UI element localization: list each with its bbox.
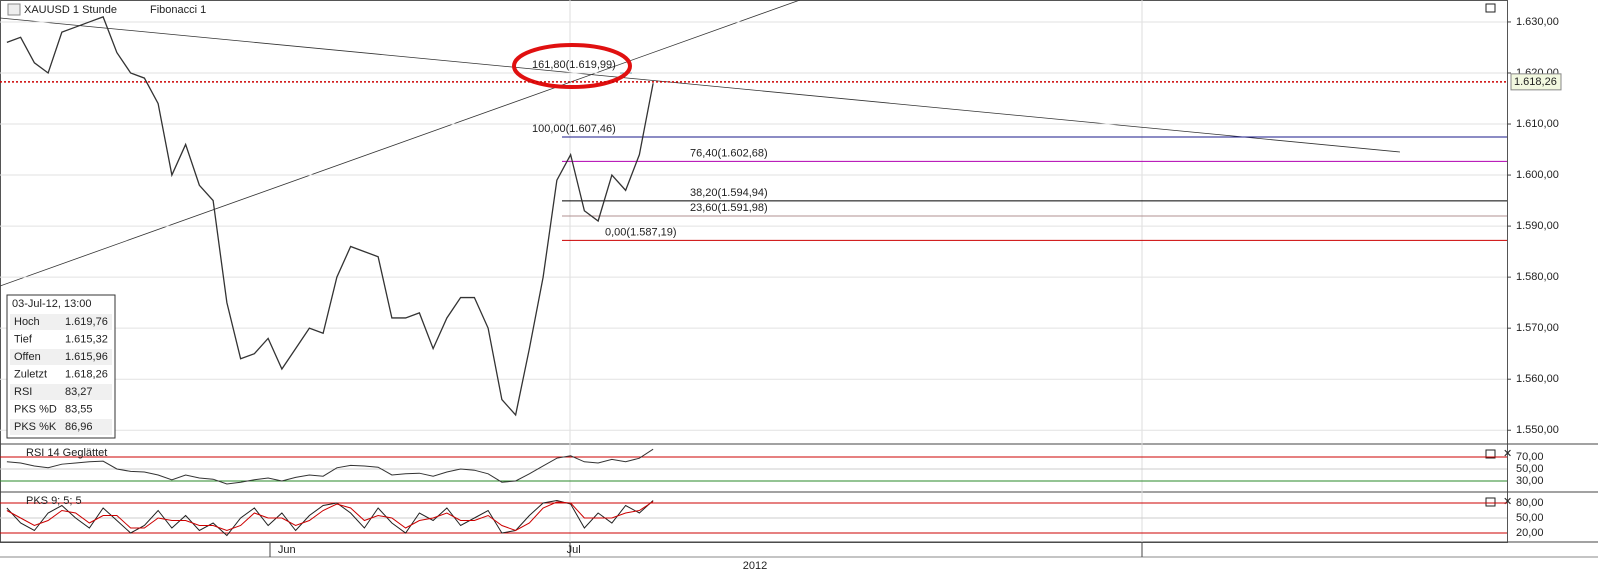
panel-tick-label: 20,00 xyxy=(1516,527,1544,539)
last-price-label: 1.618,26 xyxy=(1514,76,1557,88)
info-value: 83,27 xyxy=(65,386,93,398)
info-value: 1.619,76 xyxy=(65,316,108,328)
panel-title[interactable]: RSI 14 Geglättet xyxy=(26,447,107,459)
y-tick-label: 1.560,00 xyxy=(1516,373,1559,385)
panel-tick-label: 80,00 xyxy=(1516,497,1544,509)
info-row-bg xyxy=(10,419,112,435)
panel-tick-label: 30,00 xyxy=(1516,475,1544,487)
indicator-line xyxy=(6,499,654,537)
info-label: Tief xyxy=(14,333,33,345)
fib-label: 0,00(1.587,19) xyxy=(605,226,677,238)
y-tick-label: 1.550,00 xyxy=(1516,424,1559,436)
info-value: 86,96 xyxy=(65,421,93,433)
fib-label: 38,20(1.594,94) xyxy=(690,187,768,199)
info-row-bg xyxy=(10,314,112,330)
close-button[interactable]: ✕ xyxy=(1503,496,1512,508)
info-label: Offen xyxy=(14,351,41,363)
info-value: 1.615,96 xyxy=(65,351,108,363)
info-title: 03-Jul-12, 13:00 xyxy=(12,298,92,310)
y-tick-label: 1.630,00 xyxy=(1516,16,1559,28)
chart-subtitle[interactable]: Fibonacci 1 xyxy=(150,4,206,16)
info-value: 1.618,26 xyxy=(65,368,108,380)
fib-label: 23,60(1.591,98) xyxy=(690,202,768,214)
x-tick-label: Jul xyxy=(567,544,581,556)
y-tick-label: 1.570,00 xyxy=(1516,322,1559,334)
fib-label: 161,80(1.619,99) xyxy=(532,59,616,71)
info-value: 83,55 xyxy=(65,403,93,415)
panel-tick-label: 50,00 xyxy=(1516,463,1544,475)
close-button[interactable]: ✕ xyxy=(1503,448,1512,460)
info-label: PKS %K xyxy=(14,421,57,433)
x-tick-label: Jun xyxy=(278,544,296,556)
y-tick-label: 1.580,00 xyxy=(1516,271,1559,283)
info-label: Hoch xyxy=(14,316,40,328)
trend-line xyxy=(0,0,801,287)
maximize-button[interactable] xyxy=(1485,449,1496,459)
indicator-line xyxy=(6,448,654,485)
y-tick-label: 1.590,00 xyxy=(1516,220,1559,232)
fib-label: 100,00(1.607,46) xyxy=(532,123,616,135)
panel-tick-label: 70,00 xyxy=(1516,451,1544,463)
panel-tick-label: 50,00 xyxy=(1516,512,1544,524)
maximize-button[interactable] xyxy=(1485,3,1496,13)
info-label: Zuletzt xyxy=(14,368,47,380)
info-row-bg xyxy=(10,349,112,365)
price-line xyxy=(6,16,654,417)
last-price-box xyxy=(1510,73,1562,91)
y-tick-label: 1.600,00 xyxy=(1516,169,1559,181)
info-value: 1.615,32 xyxy=(65,333,108,345)
y-tick-label: 1.610,00 xyxy=(1516,118,1559,130)
info-label: RSI xyxy=(14,386,32,398)
panel-title[interactable]: PKS 9; 5; 5 xyxy=(26,495,82,507)
indicator-line xyxy=(6,501,654,532)
trend-line xyxy=(0,17,1401,153)
symbol-icon xyxy=(7,3,21,16)
chart-title[interactable]: XAUUSD 1 Stunde xyxy=(24,4,117,16)
info-row-bg xyxy=(10,384,112,400)
x-axis-label: 2012 xyxy=(743,560,767,572)
highlight-circle xyxy=(512,43,632,89)
maximize-button[interactable] xyxy=(1485,497,1496,507)
info-label: PKS %D xyxy=(14,403,57,415)
fib-label: 76,40(1.602,68) xyxy=(690,147,768,159)
